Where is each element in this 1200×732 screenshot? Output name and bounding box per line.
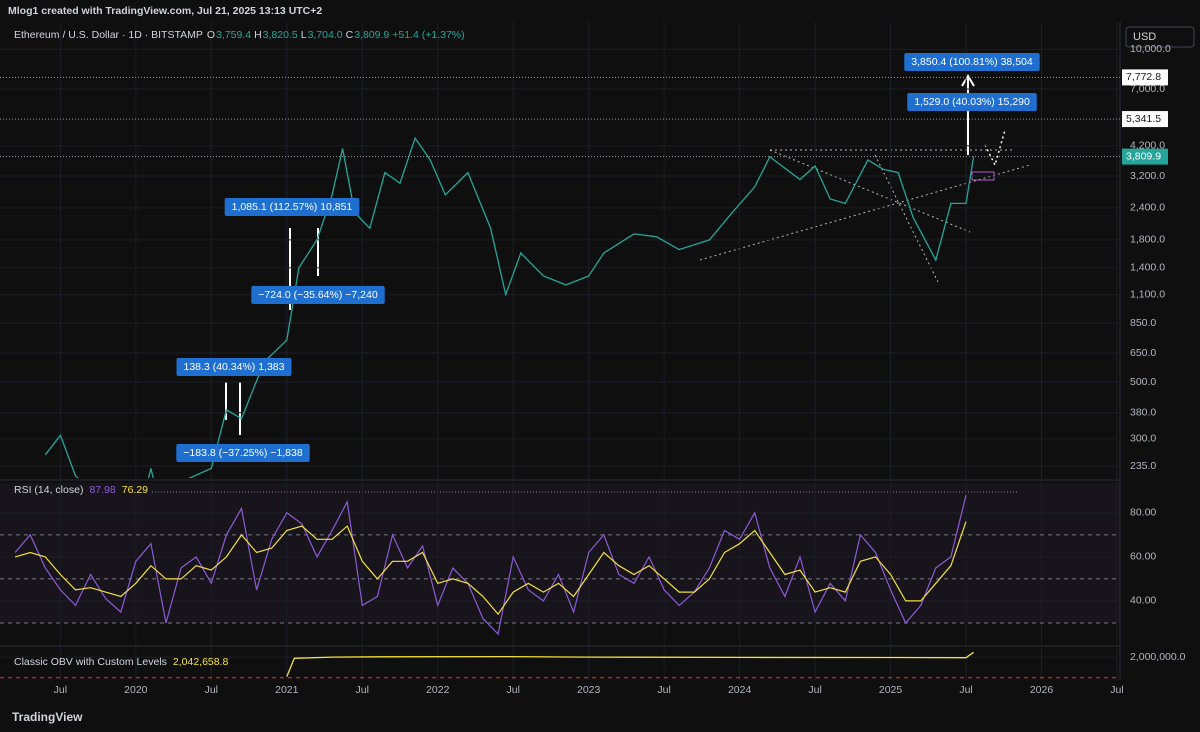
ohlc-value: 3,820.5 [263,29,298,41]
last-price-label: 3,809.9 [1126,150,1161,162]
ohlc-value: 3,704.0 [308,29,343,41]
rsi-value: 87.98 [89,484,115,496]
x-tick-label: Jul [657,684,670,696]
y-tick-label: 235.0 [1130,460,1156,472]
annotation-label: 1,529.0 (40.03%) 15,290 [914,96,1030,108]
x-tick-label: Jul [1110,684,1123,696]
y-tick-label: 10,000.0 [1130,43,1171,55]
y-tick-label: 3,200.0 [1130,170,1165,182]
price-level-tag [1122,69,1168,86]
rsi-band [0,483,1120,623]
y-tick-label: 850.0 [1130,317,1156,329]
series-line [14,521,967,616]
symbol-title: Ethereum / U.S. Dollar · 1D · BITSTAMP [14,29,203,41]
annotation-box [176,444,310,462]
x-tick-label: Jul [808,684,821,696]
y-tick-label: 40.00 [1130,595,1156,607]
x-tick-label: 2023 [577,684,601,696]
y-tick-label: 1,800.0 [1130,234,1165,246]
x-tick-label: Jul [959,684,972,696]
y-tick-label: 2,400.0 [1130,202,1165,214]
annotation-box [224,198,360,216]
x-tick-label: Jul [356,684,369,696]
y-tick-label: 60.00 [1130,551,1156,563]
ohlc-key: L [301,29,307,41]
ohlc-value: 3,809.9 [354,29,389,41]
ohlc-key: O [207,29,215,41]
x-tick-label: Jul [506,684,519,696]
footer-brand: TradingView [12,710,83,724]
series-line [14,495,967,636]
x-tick-label: 2025 [879,684,903,696]
annotation-label: 3,850.4 (100.81%) 38,504 [911,56,1033,68]
annotation-box [904,53,1040,71]
x-tick-label: Jul [54,684,67,696]
price-level-label: 7,772.8 [1126,71,1161,83]
last-price-tag [1122,148,1168,165]
annotation-label: 1,085.1 (112.57%) 10,851 [232,201,353,213]
rsi-value: 76.29 [122,484,148,496]
series-line [44,136,975,478]
y-tick-label: 80.00 [1130,507,1156,519]
credit: Mlog1 created with TradingView.com, Jul … [8,5,322,17]
annotation-label: 138.3 (40.34%) 1,383 [184,361,285,373]
annotation-label: −724.0 (−35.64%) −7,240 [258,289,378,301]
ohlc-key: H [254,29,262,41]
y-tick-label: 2,000,000.0 [1130,651,1186,663]
obv-value: 2,042,658.8 [173,656,229,668]
rsi-title: RSI (14, close) [14,484,83,496]
ohlc-key: C [346,29,354,41]
x-tick-label: Jul [205,684,218,696]
y-tick-label: 650.0 [1130,347,1156,359]
y-tick-label: 7,000.0 [1130,83,1165,95]
y-tick-label: 1,100.0 [1130,288,1165,300]
change: +51.4 (+1.37%) [392,29,464,41]
ohlc-value: 3,759.4 [216,29,251,41]
annotation-label: −183.8 (−37.25%) −1,838 [183,447,303,459]
y-tick-label: 500.0 [1130,376,1156,388]
price-level-tag [1122,111,1168,128]
price-level-label: 5,341.5 [1126,113,1161,125]
y-tick-label: 4,200.0 [1130,140,1165,152]
annotation-box [907,93,1037,111]
currency[interactable]: USD [1133,31,1156,43]
annotation-box [176,358,292,376]
y-tick-label: 300.0 [1130,433,1156,445]
obv-title: Classic OBV with Custom Levels [14,656,167,668]
y-tick-label: 380.0 [1130,406,1156,418]
y-tick-label: 1,400.0 [1130,262,1165,274]
x-tick-label: 2021 [275,684,299,696]
x-tick-label: 2024 [728,684,752,696]
x-tick-label: 2020 [124,684,148,696]
currency-button[interactable] [1125,26,1195,48]
x-tick-label: 2026 [1030,684,1054,696]
x-tick-label: 2022 [426,684,450,696]
series-line [286,651,974,677]
annotation-box [251,286,385,304]
